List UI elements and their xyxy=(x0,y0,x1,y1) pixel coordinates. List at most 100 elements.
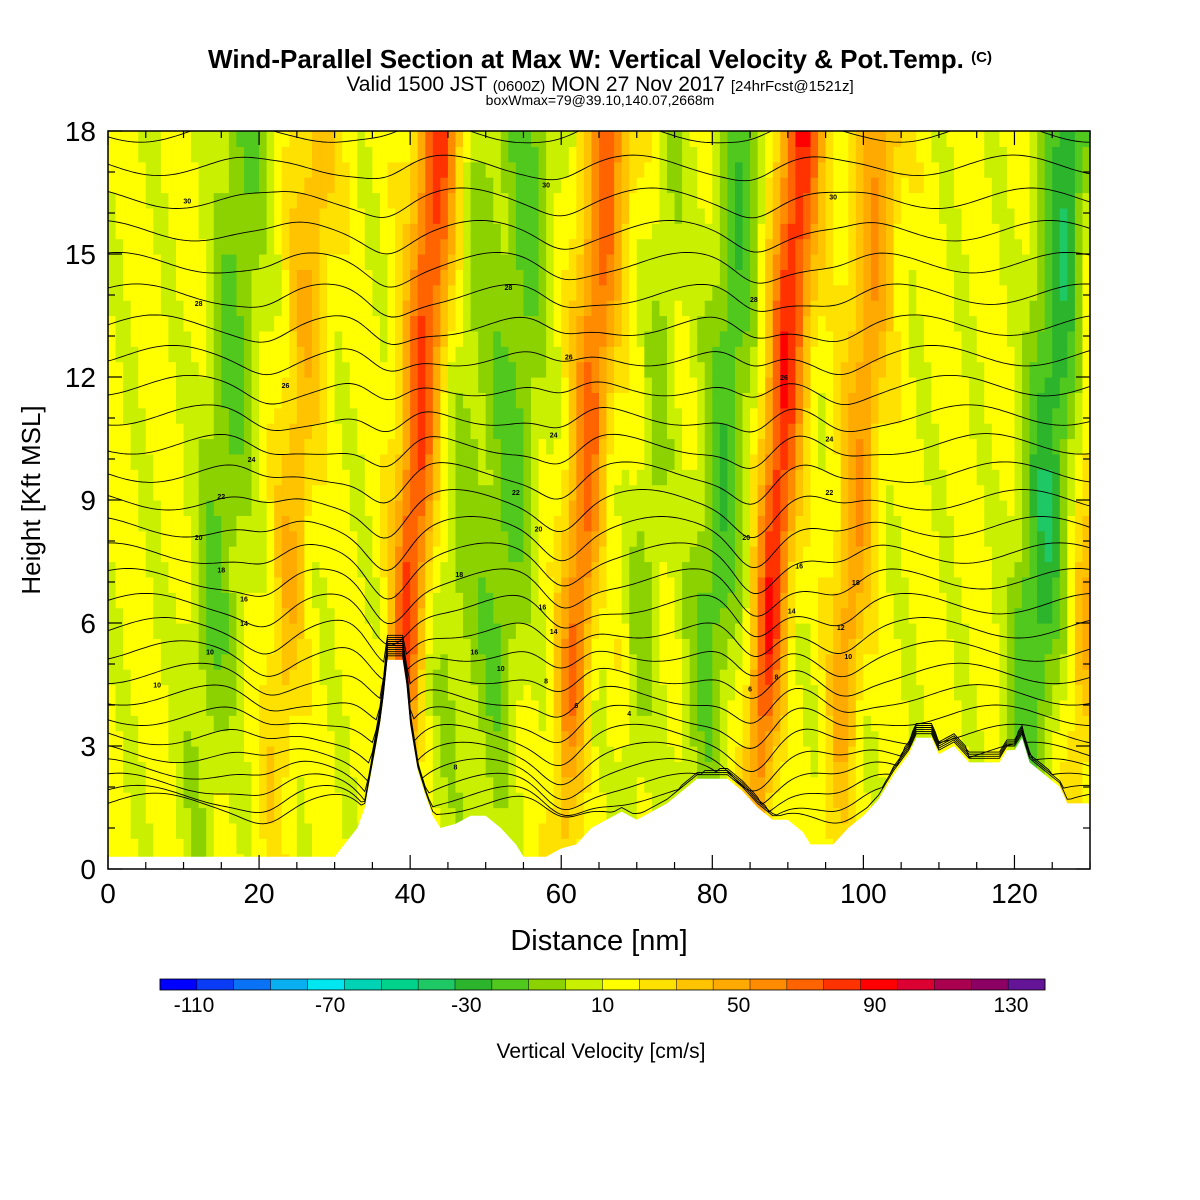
velocity-cell xyxy=(364,484,373,501)
velocity-cell xyxy=(591,530,600,547)
velocity-cell xyxy=(848,177,857,194)
velocity-cell xyxy=(108,300,117,317)
velocity-cell xyxy=(727,500,736,516)
velocity-cell xyxy=(183,254,192,270)
velocity-cell xyxy=(417,207,426,224)
velocity-cell xyxy=(440,607,449,624)
velocity-cell xyxy=(870,361,880,378)
velocity-cell xyxy=(719,561,729,578)
velocity-cell xyxy=(228,453,238,470)
velocity-cell xyxy=(108,177,117,194)
velocity-cell xyxy=(523,254,532,270)
velocity-cell xyxy=(538,223,547,240)
velocity-cell xyxy=(213,515,222,532)
velocity-cell xyxy=(364,284,373,301)
velocity-cell xyxy=(455,561,464,578)
velocity-cell xyxy=(863,638,872,655)
velocity-cell xyxy=(228,592,238,609)
velocity-cell xyxy=(402,254,411,270)
velocity-cell xyxy=(485,254,494,270)
velocity-cell xyxy=(644,699,653,716)
velocity-cell xyxy=(727,546,736,563)
velocity-cell xyxy=(183,146,192,163)
velocity-cell xyxy=(621,484,630,501)
velocity-cell xyxy=(130,484,139,501)
velocity-cell xyxy=(432,592,441,609)
velocity-cell xyxy=(266,207,275,224)
velocity-cell xyxy=(243,684,253,701)
velocity-cell xyxy=(243,792,253,809)
velocity-cell xyxy=(206,453,215,470)
velocity-cell xyxy=(848,684,857,701)
velocity-cell xyxy=(175,407,185,424)
velocity-cell xyxy=(221,653,230,670)
velocity-cell xyxy=(289,530,298,547)
velocity-cell xyxy=(553,238,562,255)
velocity-cell xyxy=(243,638,253,655)
velocity-cell xyxy=(606,192,615,209)
velocity-cell xyxy=(168,576,177,593)
velocity-cell xyxy=(621,131,630,147)
velocity-cell xyxy=(568,131,577,147)
velocity-cell xyxy=(266,392,275,409)
velocity-cell xyxy=(417,469,426,486)
velocity-cell xyxy=(712,561,721,578)
velocity-cell xyxy=(825,638,834,655)
velocity-cell xyxy=(470,438,479,455)
velocity-cell xyxy=(863,238,872,255)
velocity-cell xyxy=(606,146,615,163)
velocity-cell xyxy=(538,576,547,593)
velocity-cell xyxy=(704,761,713,778)
velocity-cell xyxy=(266,638,275,655)
velocity-cell xyxy=(772,423,781,440)
velocity-cell xyxy=(387,254,396,270)
velocity-cell xyxy=(780,561,789,578)
velocity-cell xyxy=(591,623,600,639)
velocity-cell xyxy=(576,776,585,793)
velocity-cell xyxy=(651,623,661,639)
velocity-cell xyxy=(327,269,336,286)
velocity-cell xyxy=(304,469,313,486)
velocity-cell xyxy=(470,300,479,317)
velocity-cell xyxy=(561,576,570,593)
velocity-cell xyxy=(191,377,200,393)
velocity-cell xyxy=(855,669,864,686)
velocity-cell xyxy=(455,807,464,824)
velocity-cell xyxy=(765,284,774,301)
velocity-cell xyxy=(455,546,464,563)
velocity-cell xyxy=(666,500,676,516)
velocity-cell xyxy=(636,669,645,686)
velocity-cell xyxy=(175,623,185,639)
velocity-cell xyxy=(636,761,645,778)
velocity-cell xyxy=(425,207,434,224)
velocity-cell xyxy=(802,223,812,240)
velocity-cell xyxy=(153,484,162,501)
velocity-cell xyxy=(395,238,404,255)
velocity-cell xyxy=(493,761,502,778)
velocity-cell xyxy=(666,361,676,378)
velocity-cell xyxy=(357,761,366,778)
velocity-cell xyxy=(191,346,200,363)
velocity-cell xyxy=(583,730,593,747)
velocity-cell xyxy=(493,623,502,639)
velocity-cell xyxy=(281,561,290,578)
velocity-cell xyxy=(772,223,781,240)
velocity-cell xyxy=(742,131,751,147)
velocity-cell xyxy=(304,131,313,147)
velocity-cell xyxy=(636,192,645,209)
velocity-cell xyxy=(508,469,517,486)
velocity-cell xyxy=(213,254,222,270)
velocity-cell xyxy=(274,838,283,855)
velocity-cell xyxy=(500,131,509,147)
velocity-cell xyxy=(621,330,630,347)
velocity-cell xyxy=(886,623,895,639)
velocity-cell xyxy=(734,346,744,363)
velocity-cell xyxy=(780,207,789,224)
velocity-cell xyxy=(818,131,827,147)
velocity-cell xyxy=(470,561,479,578)
velocity-cell xyxy=(485,161,494,178)
velocity-cell xyxy=(538,238,547,255)
velocity-cell xyxy=(417,238,426,255)
velocity-cell xyxy=(455,207,464,224)
velocity-cell xyxy=(818,623,827,639)
